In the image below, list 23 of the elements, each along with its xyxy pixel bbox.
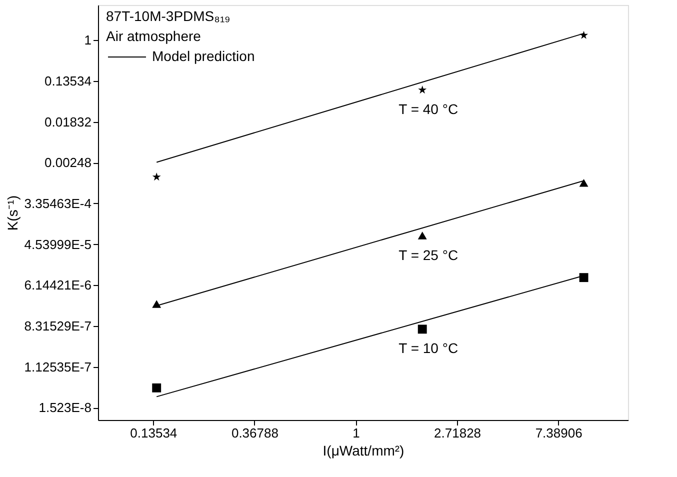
x-tick-label: 2.71828 <box>434 426 482 440</box>
y-tick-label: 0.00248 <box>44 155 92 170</box>
x-tick-label: 1 <box>352 426 360 440</box>
text: Air atmosphere <box>106 28 202 44</box>
y-tick-label: 1 <box>84 32 92 48</box>
y-tick-label: 4.53999E-5 <box>24 236 92 252</box>
annotation: T = 10 °C <box>398 340 458 356</box>
annotation: T = 25 °C <box>398 247 458 264</box>
y-tick-label: 0.13534 <box>44 73 92 88</box>
x-tick-label: 0.13534 <box>130 426 178 440</box>
y-tick-label: 0.01832 <box>44 114 92 130</box>
annotation: T = 40 °C <box>398 101 458 118</box>
y-tick-label: 8.31529E-7 <box>24 318 92 334</box>
y-axis-title: K(s⁻¹) <box>4 195 20 231</box>
x-tick-label: 7.38906 <box>535 426 582 440</box>
legend-label: Model prediction <box>152 48 255 64</box>
y-tick-label: 3.35463E-4 <box>24 196 92 211</box>
y-tick-label: 1.12535E-7 <box>24 359 92 374</box>
x-axis-title: I(μWatt/mm²) <box>322 442 404 458</box>
y-tick-label: 1.523E-8 <box>38 400 92 416</box>
chart-title: 87T-10M-3PDMS₈₁₉ <box>106 8 230 24</box>
y-tick-label: 6.14421E-6 <box>24 278 92 293</box>
x-tick-label: 0.36788 <box>231 426 278 440</box>
